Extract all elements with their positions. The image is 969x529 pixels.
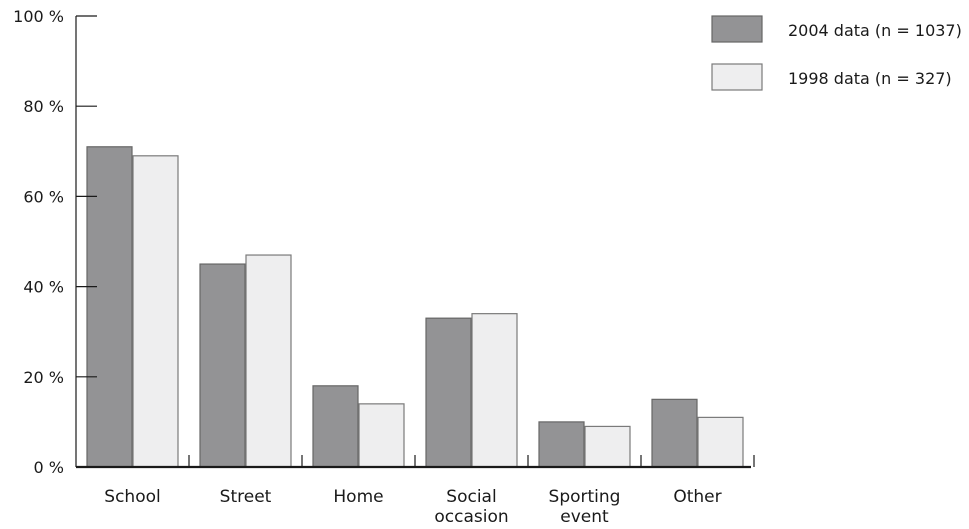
- x-category-label: Social occasion: [434, 487, 508, 527]
- y-tick-label: 100 %: [13, 7, 64, 26]
- bar-series-1-cat-6: [651, 398, 698, 468]
- bar-series-1-cat-2: [199, 263, 246, 468]
- y-tick-label: 40 %: [23, 278, 64, 297]
- bars-layer: [86, 146, 744, 468]
- bar-series-2-cat-5: [584, 425, 631, 468]
- y-tick-label: 60 %: [23, 187, 64, 206]
- x-category-label: Home: [333, 487, 383, 507]
- legend-swatch-series-2: [711, 63, 763, 91]
- bar-series-1-cat-1: [86, 146, 133, 468]
- legend-label-series-1: 2004 data (n = 1037): [788, 21, 962, 40]
- bar-series-2-cat-1: [132, 155, 179, 468]
- y-tick-label: 0 %: [34, 458, 64, 477]
- legend-label-series-2: 1998 data (n = 327): [788, 69, 952, 88]
- bar-series-1-cat-5: [538, 421, 585, 468]
- x-category-label: Sporting event: [549, 487, 621, 527]
- x-category-label: Street: [220, 487, 272, 507]
- axes-layer: [75, 15, 755, 469]
- bar-series-2-cat-4: [471, 313, 518, 468]
- bar-series-2-cat-2: [245, 254, 292, 468]
- bar-series-2-cat-6: [697, 416, 744, 468]
- bar-series-2-cat-3: [358, 403, 405, 468]
- y-tick-label: 80 %: [23, 97, 64, 116]
- y-tick-label: 20 %: [23, 368, 64, 387]
- legend-swatch-series-1: [711, 15, 763, 43]
- labels-layer: 0 % 20 % 40 % 60 % 80 % 100 % School Street Home…: [13, 7, 721, 527]
- bar-series-1-cat-3: [312, 385, 359, 468]
- bar-series-1-cat-4: [425, 317, 472, 468]
- legend: 2004 data (n = 1037) 1998 data (n = 327): [711, 15, 962, 91]
- x-category-label: School: [104, 487, 160, 507]
- x-category-label: Other: [673, 487, 721, 507]
